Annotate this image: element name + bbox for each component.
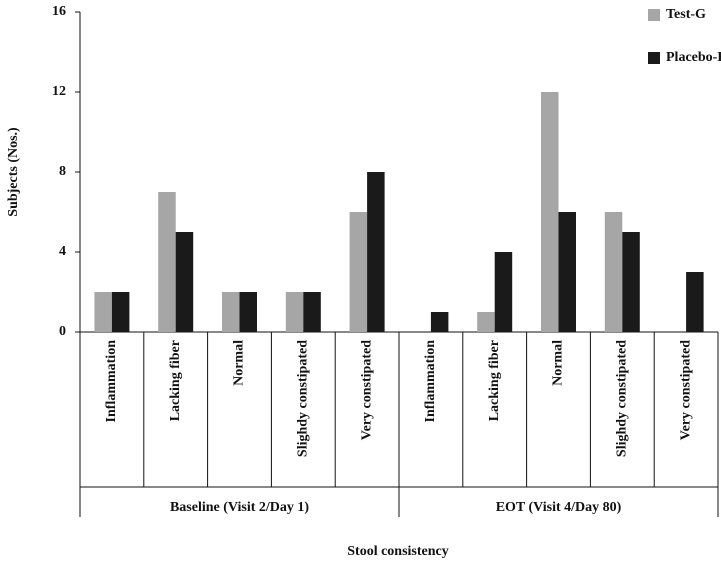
legend-label: Placebo-H (666, 50, 721, 65)
bar (303, 292, 321, 332)
bar (175, 232, 194, 332)
bar (285, 292, 304, 332)
x-axis-title: Stool consistency (347, 544, 449, 559)
x-tick-label: Slighdy constipated (296, 340, 311, 457)
x-tick-label: Inflammation (104, 340, 119, 423)
x-tick-label: Normal (551, 340, 566, 386)
y-tick-label: 0 (59, 324, 66, 339)
bar (222, 292, 240, 332)
y-tick-label: 16 (52, 4, 66, 19)
bar (111, 292, 130, 332)
y-tick-label: 8 (59, 164, 66, 179)
group-label: EOT (Visit 4/Day 80) (496, 500, 622, 515)
bar (239, 292, 257, 332)
group-label: Baseline (Visit 2/Day 1) (170, 500, 309, 515)
x-tick-label: Inflammation (423, 340, 438, 423)
bar (430, 312, 449, 332)
x-tick-label: Lacking fiber (168, 340, 183, 421)
x-tick-label: Very constipated (359, 340, 374, 440)
x-tick-label: Very constipated (678, 340, 693, 440)
bar (367, 172, 385, 332)
y-tick-label: 12 (52, 84, 66, 99)
y-tick-label: 4 (59, 244, 66, 259)
bar (622, 232, 640, 332)
bar (686, 272, 704, 332)
bar (604, 212, 623, 332)
legend-swatch (648, 9, 660, 21)
bar (158, 192, 176, 332)
bar (349, 212, 368, 332)
x-tick-label: Lacking fiber (487, 340, 502, 421)
bar (494, 252, 513, 332)
legend-label: Test-G (666, 7, 706, 22)
bar (477, 312, 495, 332)
legend-swatch (648, 52, 660, 64)
bar (94, 292, 112, 332)
x-tick-label: Normal (232, 340, 247, 386)
bar (558, 212, 576, 332)
x-tick-label: Slighdy constipated (615, 340, 630, 457)
bar (541, 92, 559, 332)
y-axis-title: Subjects (Nos.) (6, 127, 21, 217)
